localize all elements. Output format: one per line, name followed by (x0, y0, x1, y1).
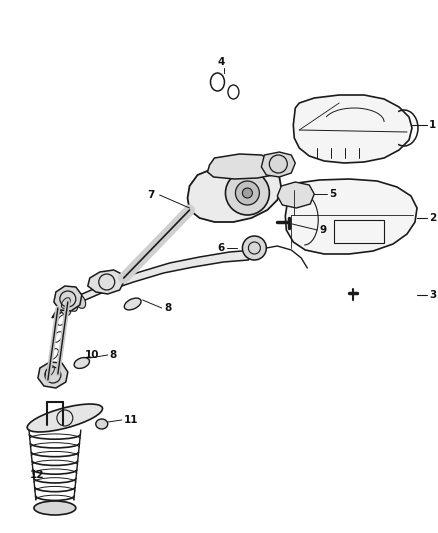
Polygon shape (88, 270, 124, 294)
Ellipse shape (236, 181, 259, 205)
Ellipse shape (74, 358, 89, 368)
Polygon shape (187, 165, 281, 222)
Polygon shape (293, 95, 412, 163)
Ellipse shape (59, 301, 71, 316)
Ellipse shape (226, 171, 269, 215)
Text: 6: 6 (217, 243, 224, 253)
Text: 5: 5 (329, 189, 336, 199)
Text: 4: 4 (218, 57, 225, 67)
Text: 3: 3 (429, 290, 436, 300)
Polygon shape (277, 182, 314, 208)
Ellipse shape (124, 298, 141, 310)
Text: 11: 11 (124, 415, 138, 425)
Ellipse shape (96, 419, 108, 429)
Ellipse shape (74, 294, 86, 309)
Text: 2: 2 (429, 213, 436, 223)
Polygon shape (261, 152, 295, 177)
Ellipse shape (27, 404, 102, 432)
Text: 12: 12 (30, 470, 44, 480)
Polygon shape (38, 362, 68, 388)
Polygon shape (208, 154, 277, 179)
Text: 8: 8 (110, 350, 117, 360)
Text: 8: 8 (165, 303, 172, 313)
Ellipse shape (66, 297, 78, 311)
Text: 9: 9 (319, 225, 326, 235)
Ellipse shape (242, 188, 252, 198)
Text: 1: 1 (429, 120, 436, 130)
Ellipse shape (34, 501, 76, 515)
Polygon shape (54, 286, 82, 311)
Text: 10: 10 (85, 350, 99, 360)
Text: 7: 7 (148, 190, 155, 200)
Polygon shape (52, 250, 254, 318)
Ellipse shape (242, 236, 266, 260)
Polygon shape (285, 179, 417, 254)
